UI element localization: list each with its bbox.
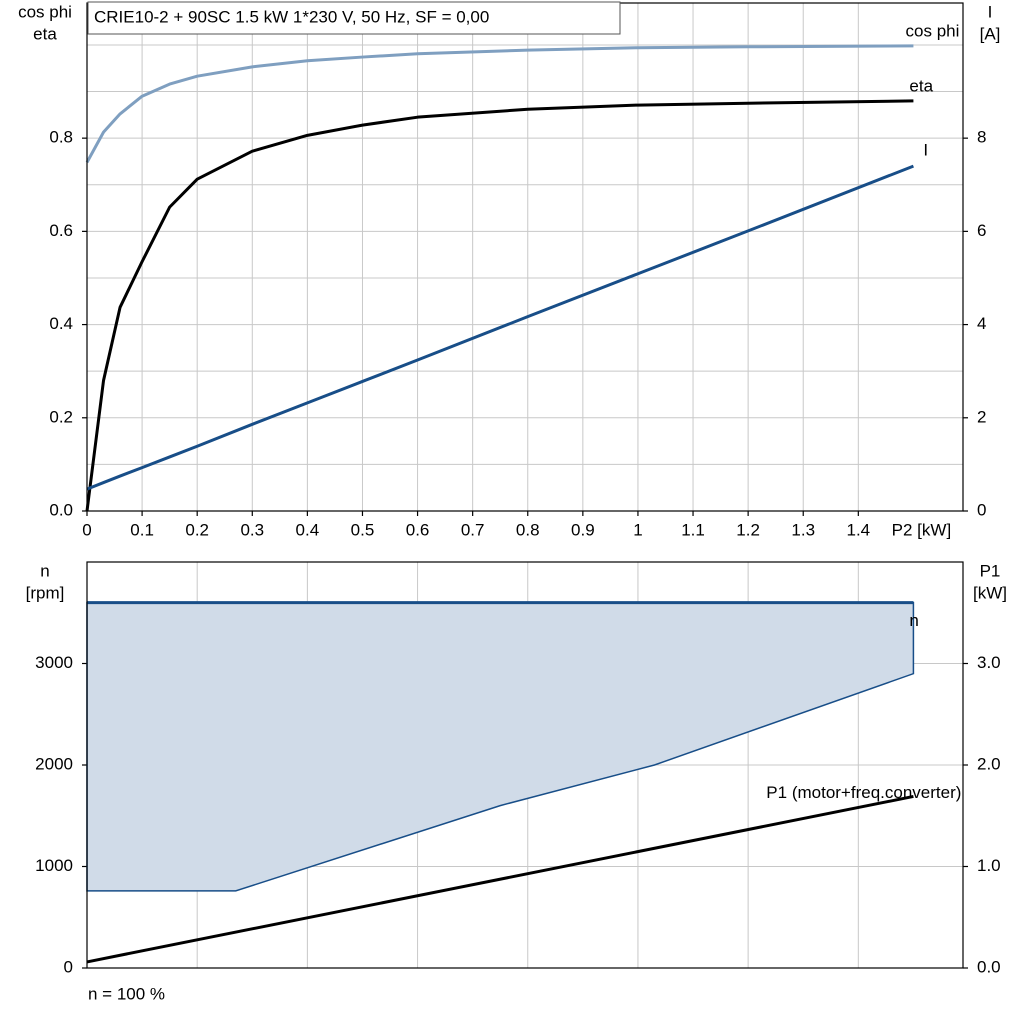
- series-line: [86, 164, 914, 491]
- y-tick-label: 0.2: [49, 407, 73, 426]
- y-axis-title: cos phi: [18, 2, 72, 21]
- x-tick-label: 0.3: [240, 520, 264, 539]
- series-label: P1 (motor+freq.converter): [766, 783, 961, 802]
- series-line: [85, 44, 914, 164]
- x-tick-label: 1.2: [736, 520, 760, 539]
- y2-axis-title: I: [988, 2, 993, 21]
- title-box: [87, 1, 621, 35]
- x-tick-label: 0.7: [461, 520, 485, 539]
- x-tick-label: 0.9: [571, 520, 595, 539]
- operating-range: [86, 601, 915, 892]
- x-tick-label: 0.6: [406, 520, 430, 539]
- x-tick-label: 0.5: [351, 520, 375, 539]
- y-axis-title: n: [40, 561, 49, 580]
- y-axis-title: eta: [33, 24, 57, 43]
- series-label: I: [923, 141, 928, 160]
- y2-tick-label: 2.0: [977, 754, 1001, 773]
- y2-axis-title: P1: [980, 561, 1001, 580]
- x-tick-label: 1.4: [847, 520, 871, 539]
- y2-tick-label: 0: [977, 500, 986, 519]
- x-tick-label: 1: [633, 520, 642, 539]
- y2-tick-label: 4: [977, 314, 986, 333]
- x-tick-label: 0.4: [296, 520, 320, 539]
- series-line: [85, 99, 914, 512]
- x-tick-label: 1.1: [681, 520, 705, 539]
- y-tick-label: 2000: [35, 754, 73, 773]
- plot-frame: [86, 561, 964, 969]
- x-tick-label: 0.1: [130, 520, 154, 539]
- y-tick-label: 3000: [35, 653, 73, 672]
- y2-axis-title: [kW]: [973, 583, 1007, 602]
- y-tick-label: 0.4: [49, 314, 73, 333]
- y2-tick-label: 8: [977, 128, 986, 147]
- y2-tick-label: 0.0: [977, 957, 1001, 976]
- x-tick-label: 0.8: [516, 520, 540, 539]
- y-tick-label: 0: [64, 957, 73, 976]
- y-tick-label: 0.6: [49, 221, 73, 240]
- series-label: eta: [909, 76, 933, 95]
- chart-title: CRIE10-2 + 90SC 1.5 kW 1*230 V, 50 Hz, S…: [94, 7, 489, 26]
- y2-tick-label: 6: [977, 221, 986, 240]
- x-tick-label: 0: [82, 520, 91, 539]
- y2-tick-label: 1.0: [977, 856, 1001, 875]
- series-label: n: [909, 611, 918, 630]
- series-label: cos phi: [906, 21, 960, 40]
- y-tick-label: 0.0: [49, 500, 73, 519]
- x-tick-label: 1.3: [791, 520, 815, 539]
- y-tick-label: 1000: [35, 856, 73, 875]
- series-line: [86, 794, 914, 964]
- y2-axis-title: [A]: [980, 24, 1001, 43]
- note: n = 100 %: [88, 984, 165, 1003]
- y2-tick-label: 3.0: [977, 653, 1001, 672]
- y2-tick-label: 2: [977, 407, 986, 426]
- plot-frame: [86, 2, 964, 512]
- y-tick-label: 0.8: [49, 128, 73, 147]
- x-tick-label: 0.2: [185, 520, 209, 539]
- x-axis-title: P2 [kW]: [892, 520, 952, 539]
- y-axis-title: [rpm]: [26, 583, 65, 602]
